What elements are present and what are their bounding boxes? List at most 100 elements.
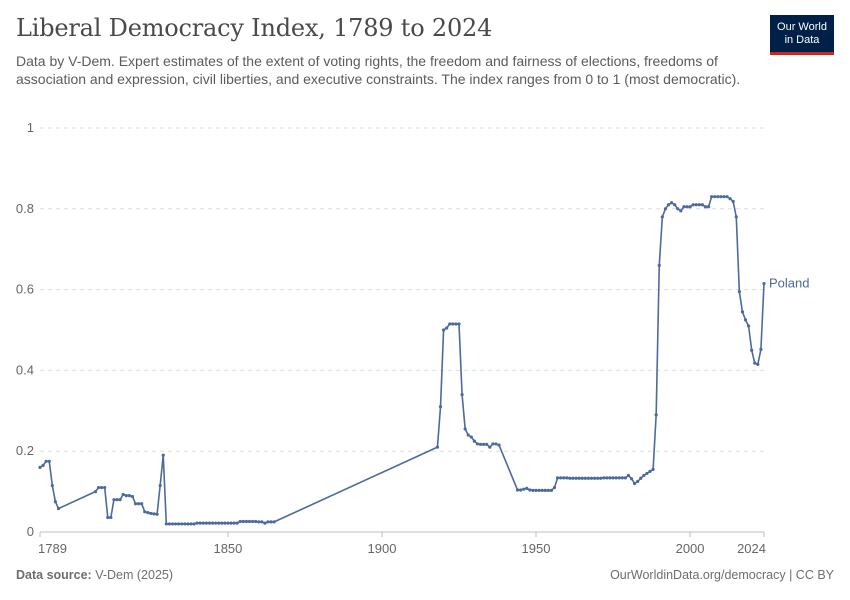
data-point[interactable]: [685, 205, 689, 209]
data-point[interactable]: [475, 442, 480, 446]
data-point[interactable]: [146, 511, 150, 515]
data-point[interactable]: [106, 515, 110, 520]
data-point[interactable]: [565, 476, 569, 480]
data-point[interactable]: [207, 521, 212, 525]
data-point[interactable]: [155, 512, 159, 516]
data-point[interactable]: [762, 281, 766, 286]
data-point[interactable]: [546, 488, 550, 492]
data-point[interactable]: [177, 522, 181, 526]
data-point[interactable]: [140, 502, 144, 506]
data-point[interactable]: [611, 476, 615, 480]
data-point[interactable]: [636, 479, 640, 484]
data-point[interactable]: [654, 413, 658, 417]
data-point[interactable]: [232, 521, 236, 525]
data-point[interactable]: [53, 500, 58, 504]
data-point[interactable]: [173, 522, 178, 526]
data-point[interactable]: [183, 522, 187, 526]
data-point[interactable]: [133, 502, 138, 506]
data-point[interactable]: [608, 476, 612, 480]
data-point[interactable]: [463, 427, 467, 431]
data-point[interactable]: [244, 519, 249, 524]
data-point[interactable]: [592, 476, 597, 480]
data-point[interactable]: [716, 195, 720, 199]
data-point[interactable]: [257, 520, 261, 524]
data-point[interactable]: [713, 195, 717, 199]
data-point[interactable]: [38, 465, 42, 469]
data-point[interactable]: [719, 195, 723, 199]
data-point[interactable]: [629, 477, 634, 481]
data-point[interactable]: [441, 328, 446, 332]
data-point[interactable]: [118, 498, 122, 502]
data-point[interactable]: [167, 522, 171, 526]
data-point[interactable]: [549, 488, 554, 492]
data-point[interactable]: [660, 215, 664, 219]
data-point[interactable]: [96, 485, 101, 490]
data-point[interactable]: [127, 494, 131, 498]
data-point[interactable]: [728, 197, 732, 201]
data-point[interactable]: [112, 498, 116, 502]
data-point[interactable]: [620, 476, 624, 480]
data-point[interactable]: [201, 521, 205, 525]
data-point[interactable]: [180, 522, 184, 526]
data-point[interactable]: [226, 521, 230, 525]
data-point[interactable]: [679, 209, 683, 213]
data-point[interactable]: [525, 486, 529, 490]
data-point[interactable]: [44, 459, 48, 463]
data-point[interactable]: [460, 393, 464, 397]
data-point[interactable]: [740, 310, 745, 314]
data-point[interactable]: [731, 199, 735, 204]
data-point[interactable]: [555, 476, 560, 480]
data-point[interactable]: [666, 203, 671, 207]
data-point[interactable]: [703, 205, 708, 209]
data-point[interactable]: [645, 471, 649, 476]
data-point[interactable]: [235, 521, 239, 525]
data-point[interactable]: [130, 494, 135, 499]
data-point[interactable]: [103, 485, 107, 490]
data-point[interactable]: [700, 203, 704, 207]
data-point[interactable]: [269, 520, 273, 524]
data-point[interactable]: [626, 473, 631, 478]
data-point[interactable]: [272, 520, 276, 524]
data-point[interactable]: [562, 476, 566, 480]
data-point[interactable]: [451, 322, 455, 326]
owid-logo[interactable]: Our World in Data: [770, 15, 834, 55]
data-point[interactable]: [435, 445, 440, 449]
data-point[interactable]: [161, 453, 165, 457]
data-point[interactable]: [574, 476, 578, 480]
data-point[interactable]: [143, 510, 147, 514]
data-point[interactable]: [639, 476, 643, 480]
data-point[interactable]: [241, 519, 245, 524]
data-point[interactable]: [623, 476, 627, 480]
data-point[interactable]: [673, 203, 677, 207]
data-point[interactable]: [121, 492, 125, 497]
data-point[interactable]: [223, 521, 227, 525]
data-point[interactable]: [158, 483, 162, 488]
data-point[interactable]: [454, 322, 458, 326]
data-point[interactable]: [697, 203, 701, 207]
data-point[interactable]: [663, 207, 668, 211]
data-point[interactable]: [710, 195, 714, 199]
data-point[interactable]: [198, 521, 202, 525]
data-point[interactable]: [466, 433, 470, 437]
data-point[interactable]: [485, 442, 489, 446]
data-point[interactable]: [537, 488, 541, 492]
data-point[interactable]: [580, 476, 584, 480]
data-point[interactable]: [531, 488, 535, 492]
data-point[interactable]: [688, 205, 692, 209]
data-point[interactable]: [229, 521, 233, 525]
data-point[interactable]: [482, 442, 486, 446]
data-point[interactable]: [263, 521, 267, 525]
data-point[interactable]: [124, 494, 128, 498]
data-point[interactable]: [247, 519, 252, 524]
data-point[interactable]: [522, 487, 526, 491]
data-point[interactable]: [605, 476, 609, 480]
data-point[interactable]: [552, 485, 557, 490]
data-point[interactable]: [694, 203, 698, 207]
data-point[interactable]: [633, 481, 637, 486]
data-point[interactable]: [266, 520, 270, 524]
data-point[interactable]: [170, 522, 175, 526]
data-point[interactable]: [472, 439, 476, 443]
data-point[interactable]: [759, 347, 763, 351]
data-point[interactable]: [577, 476, 581, 480]
data-point[interactable]: [214, 521, 218, 525]
